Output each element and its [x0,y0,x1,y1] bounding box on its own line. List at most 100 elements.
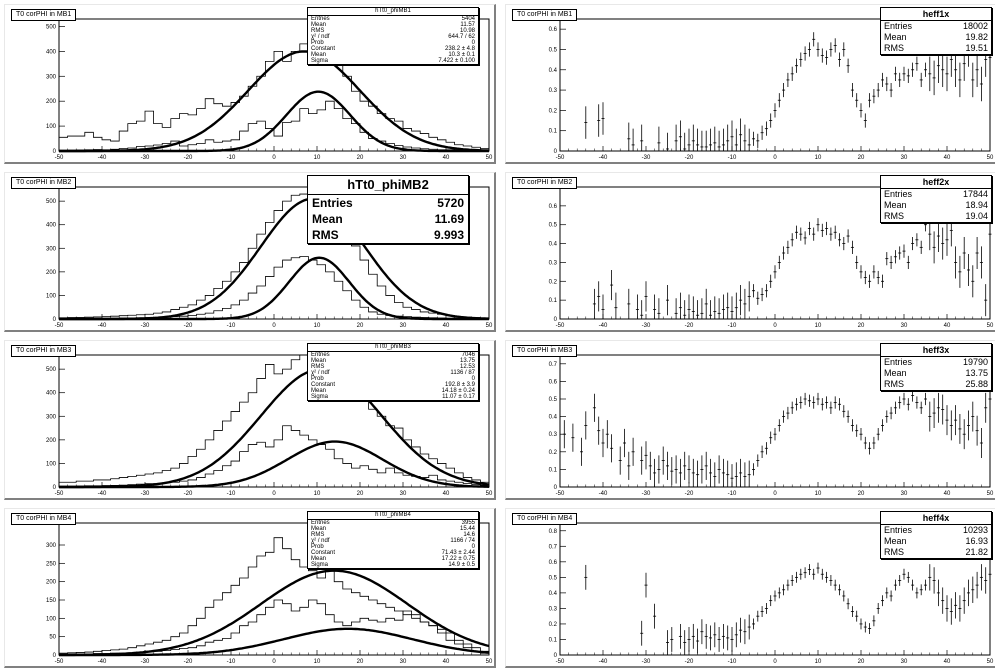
efficiency-pad-4[interactable]: -50 -40 -30 -20 -10 0 10 20 30 40 50 0 0.1 0.2 0.3 0.4 0… [505,508,995,668]
x-tick-label: -50 [55,155,64,161]
data-point [653,294,657,319]
stats-box[interactable]: heff2x Entries 17844 Mean 18.94 RMS 19.04 [880,175,992,223]
data-point [812,227,816,241]
data-point [932,60,936,96]
data-point [601,428,605,458]
x-tick-label: 30 [901,491,908,497]
data-point [885,76,889,92]
x-tick-label: 50 [987,659,994,665]
stats-row: Mean 17.22 ± 0.75 [308,556,478,562]
x-tick-label: -10 [728,659,737,665]
data-point [825,396,829,409]
stats-box[interactable]: hTt0_phiMB4 Entries 3955 Mean 15.44 RMS 14.6 χ²… [307,511,479,569]
data-point [782,82,786,98]
stats-box[interactable]: heff1x Entries 18002 Mean 19.82 RMS 19.51 [880,7,992,55]
data-point [885,410,889,423]
data-point [911,579,915,591]
stats-box[interactable]: heff4x Entries 10293 Mean 16.93 RMS 21.82 [880,511,992,559]
data-point [601,294,605,319]
data-point [863,270,867,285]
x-tick-label: -10 [728,155,737,161]
data-point [885,252,889,266]
data-point [777,255,781,270]
efficiency-pad-1[interactable]: -50 -40 -30 -20 -10 0 10 20 30 40 50 0 0.1 0.2 0.3 0.4 0… [505,4,995,164]
data-point [799,568,803,580]
data-point [704,451,708,480]
data-point [726,124,730,151]
data-point [936,220,940,253]
stats-row: Prob 0 [308,40,478,46]
stats-row: Sigma 14.9 ± 0.5 [308,562,478,568]
data-point [889,82,893,98]
x-tick-label: 30 [901,155,908,161]
gaussian-fit-curve-3 [59,90,489,153]
data-point [721,294,725,319]
data-point [859,265,863,279]
data-point [855,255,859,270]
data-point [906,68,910,83]
x-tick-label: -20 [184,491,193,497]
data-point [842,405,846,418]
plot-svg: -50 -40 -30 -20 -10 0 10 20 30 40 50 0 0.1 0.2 0.3 0.4 0… [549,522,994,665]
y-tick-label: 200 [46,270,57,276]
data-point [872,436,876,450]
data-point [597,281,601,312]
efficiency-pad-2[interactable]: -50 -40 -30 -20 -10 0 10 20 30 40 50 0 0.1 0.2 0.3 0.4 0… [505,172,995,332]
data-point [743,288,747,319]
plot-svg: -50 -40 -30 -20 -10 0 10 20 30 40 50 0 0.1 0.2 0.3 0.4 0… [549,18,994,161]
data-point [691,296,695,319]
data-point [876,428,880,441]
data-point [967,410,970,441]
histogram-pad-4[interactable]: -50 -40 -30 -20 -10 0 10 20 30 40 50 0 50 100 150 200 25… [4,508,496,668]
data-point [906,571,910,583]
data-point [627,122,631,151]
data-point [640,300,644,319]
plot-svg: -50 -40 -30 -20 -10 0 10 20 30 40 50 0 50 100 150 200 25… [46,522,493,665]
efficiency-pad-3[interactable]: -50 -40 -30 -20 -10 0 10 20 30 40 50 0 0.1 0.2 0.3 0.4 0… [505,340,995,500]
stats-row: χ² / ndf 644.7 / 62 [308,34,478,40]
data-point [717,455,721,484]
data-point [734,622,738,648]
stats-value: 7046 [461,352,475,358]
data-point [678,120,682,151]
histogram-pad-1[interactable]: -50 -40 -30 -20 -10 0 10 20 30 40 50 0 100 200 300 400 5… [4,4,496,164]
stats-key: RMS [311,364,325,370]
x-tick-label: -50 [556,323,565,329]
stats-title: hTt0_phiMB1 [308,8,478,16]
stats-row: RMS 25.88 [881,379,991,390]
stats-box[interactable]: hTt0_phiMB2 Entries 5720 Mean 11.69 RMS 9.993 [307,175,469,244]
stats-value: 9.993 [433,228,464,242]
data-point [691,124,695,151]
data-point [747,614,751,640]
data-point [657,126,661,151]
data-point [756,454,760,467]
data-point [726,625,730,651]
x-tick-label: 0 [272,491,276,497]
stats-box[interactable]: hTt0_phiMB3 Entries 7046 Mean 13.75 RMS 12.53 χ… [307,343,479,401]
data-point [807,394,811,407]
x-tick-label: 10 [314,659,321,665]
data-point [876,270,880,285]
stats-value: 10.3 ± 0.1 [448,52,475,58]
histogram-pad-3[interactable]: -50 -40 -30 -20 -10 0 10 20 30 40 50 0 100 200 300 400 5… [4,340,496,500]
stats-key: Entries [312,196,353,210]
data-point [846,58,850,73]
data-point [863,436,867,450]
stats-value: 14.18 ± 0.24 [441,388,475,394]
stats-row: Entries 10293 [881,525,991,536]
x-tick-label: -40 [98,155,107,161]
data-point [924,579,927,591]
histogram-pad-2[interactable]: -50 -40 -30 -20 -10 0 10 20 30 40 50 0 100 200 300 400 5… [4,172,496,332]
stats-box[interactable]: heff3x Entries 19790 Mean 13.75 RMS 25.88 [880,343,992,391]
data-point [657,298,661,319]
data-point [967,253,970,286]
data-point [777,587,781,599]
x-tick-label: 10 [815,323,822,329]
x-tick-label: 20 [858,155,865,161]
y-tick-label: 0.1 [549,129,558,135]
stats-box[interactable]: hTt0_phiMB1 Entries 5404 Mean 11.57 RMS 10.98 χ… [307,7,479,65]
stats-key: RMS [311,28,325,34]
histogram-series-0 [58,599,490,655]
stats-value: 19.82 [965,32,988,42]
stats-value: 71.43 ± 2.44 [441,550,475,556]
